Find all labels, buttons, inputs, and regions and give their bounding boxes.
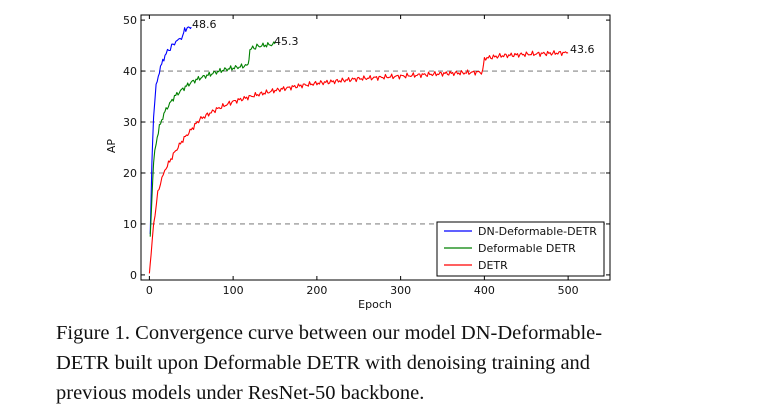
caption-line-3: previous models under ResNet-50 backbone… <box>56 382 425 404</box>
series-line-detr <box>148 50 569 274</box>
y-tick-label-30: 30 <box>123 116 137 129</box>
legend-label-dn-deformable-detr: DN-Deformable-DETR <box>478 225 597 238</box>
y-tick-label-10: 10 <box>123 218 137 231</box>
x-tick-label-500: 500 <box>558 284 579 297</box>
caption-line-1: Figure 1. Convergence curve between our … <box>56 322 603 344</box>
grid-lines <box>141 70 610 225</box>
y-tick-label-0: 0 <box>130 269 137 282</box>
legend: DN-Deformable-DETR Deformable DETR DETR <box>436 221 605 277</box>
end-label-deformable-detr: 45.3 <box>274 35 299 48</box>
caption-line-2: DETR built upon Deformable DETR with den… <box>56 352 591 374</box>
y-tick-label-20: 20 <box>123 167 137 180</box>
x-tick-label-100: 100 <box>223 284 244 297</box>
end-label-dn-deformable-detr: 48.6 <box>192 18 217 31</box>
legend-label-deformable-detr: Deformable DETR <box>478 242 576 255</box>
x-tick-label-400: 400 <box>474 284 495 297</box>
plot-frame <box>140 14 611 281</box>
series-line-dn-deformable-detr <box>149 26 192 235</box>
x-axis-title: Epoch <box>358 298 392 311</box>
y-tick-label-40: 40 <box>123 65 137 78</box>
series-lines <box>148 26 569 274</box>
x-tick-label-200: 200 <box>306 284 327 297</box>
legend-label-detr: DETR <box>478 259 508 272</box>
x-tick-label-0: 0 <box>146 284 153 297</box>
y-tick-label-50: 50 <box>123 14 137 27</box>
x-tick-label-300: 300 <box>390 284 411 297</box>
end-label-detr: 43.6 <box>570 43 595 56</box>
y-axis-title: AP <box>105 139 118 154</box>
series-line-deformable-detr <box>149 41 276 237</box>
figure-caption: Figure 1. Convergence curve between our … <box>56 318 756 408</box>
